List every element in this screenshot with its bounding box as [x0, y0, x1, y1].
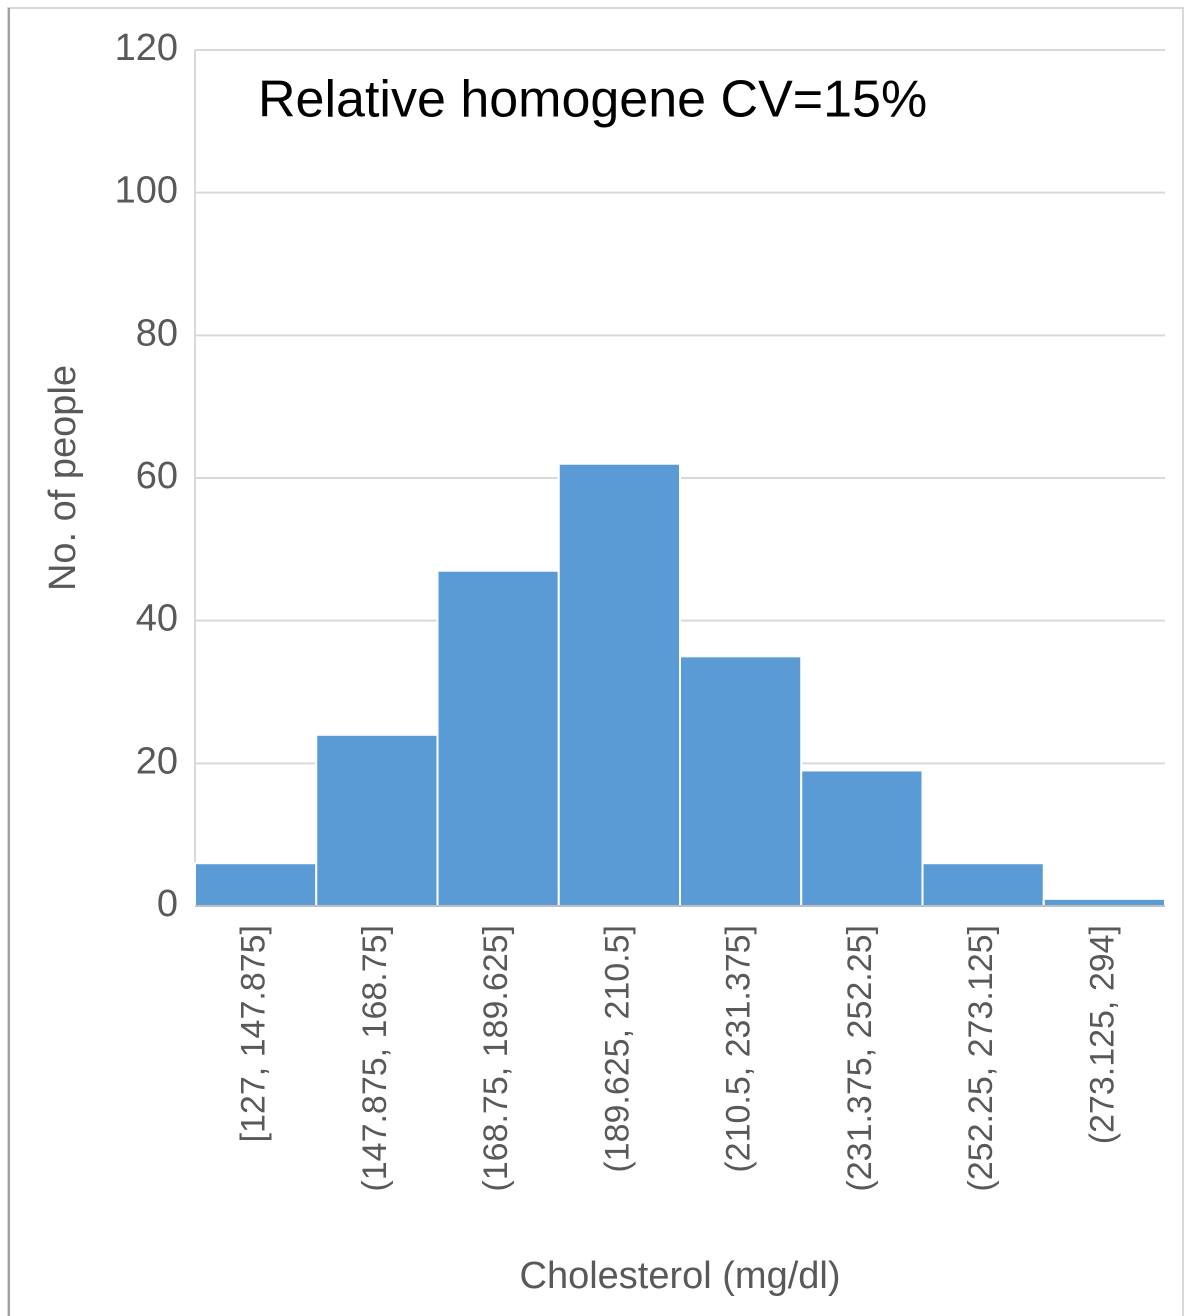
x-tick-label: (252.25, 273.125]: [962, 925, 1000, 1192]
bar: [557, 462, 681, 907]
x-axis-label: Cholesterol (mg/dl): [520, 1255, 841, 1297]
x-tick-label: [127, 147.875]: [235, 925, 273, 1142]
x-tick-label: (147.875, 168.75]: [356, 925, 394, 1192]
x-tick-label: (273.125, 294]: [1083, 925, 1121, 1144]
bar: [436, 569, 560, 907]
y-tick-label: 40: [136, 598, 178, 640]
y-tick-label: 60: [136, 455, 178, 497]
x-tick-label: (189.625, 210.5]: [598, 925, 636, 1173]
bar: [194, 862, 318, 908]
chart-title: Relative homogene CV=15%: [258, 71, 927, 129]
bar: [921, 862, 1045, 908]
bar: [1042, 897, 1166, 907]
y-tick-label: 100: [115, 170, 178, 212]
y-tick-label: 0: [157, 883, 178, 925]
bar: [315, 733, 439, 907]
y-tick-label: 120: [115, 27, 178, 69]
bar: [800, 769, 924, 908]
y-tick-label: 80: [136, 312, 178, 354]
bar: [679, 655, 803, 907]
x-tick-label: (231.375, 252.25]: [841, 925, 879, 1192]
y-axis-label: No. of people: [42, 365, 84, 591]
x-tick-label: (168.75, 189.625]: [477, 925, 515, 1192]
x-tick-label: (210.5, 231.375]: [720, 925, 758, 1173]
y-tick-label: 20: [136, 740, 178, 782]
